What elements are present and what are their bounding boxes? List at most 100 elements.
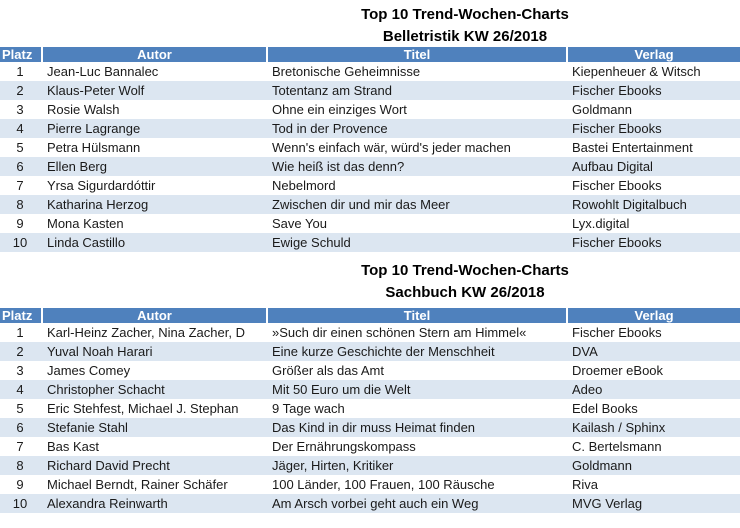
cell-verlag: MVG Verlag bbox=[572, 496, 643, 511]
cell-platz: 3 bbox=[16, 363, 24, 378]
cell-platz: 7 bbox=[16, 178, 24, 193]
cell-titel: Nebelmord bbox=[272, 178, 336, 193]
cell-titel: Wie heiß ist das denn? bbox=[272, 159, 405, 174]
cell-autor: Mona Kasten bbox=[47, 216, 124, 231]
cell-verlag: Bastei Entertainment bbox=[572, 140, 693, 155]
cell-autor: Richard David Precht bbox=[47, 458, 170, 473]
cell-verlag: Riva bbox=[572, 477, 599, 492]
cell-titel: Ewige Schuld bbox=[272, 235, 351, 250]
cell-verlag: Fischer Ebooks bbox=[572, 235, 662, 250]
cell-autor: Michael Berndt, Rainer Schäfer bbox=[47, 477, 228, 492]
cell-platz: 6 bbox=[16, 420, 24, 435]
cell-verlag: Fischer Ebooks bbox=[572, 325, 662, 340]
cell-titel: Am Arsch vorbei geht auch ein Weg bbox=[272, 496, 479, 511]
table-row: 3 Rosie Walsh Ohne ein einziges Wort Goldma… bbox=[0, 100, 740, 119]
cell-platz: 9 bbox=[16, 477, 24, 492]
table-row: 6 Stefanie Stahl Das Kind in dir muss Heim… bbox=[0, 418, 740, 437]
table-row: 4 Pierre Lagrange Tod in der Provence Fisch… bbox=[0, 119, 740, 138]
sachbuch-table: Platz Autor Titel Verlag 1 Karl-Heinz Zac… bbox=[0, 308, 740, 513]
table-header-row: Platz Autor Titel Verlag bbox=[0, 308, 740, 323]
belletristik-table: Platz Autor Titel Verlag 1 Jean-Luc Banna… bbox=[0, 47, 740, 252]
cell-autor: Eric Stehfest, Michael J. Stephan bbox=[47, 401, 239, 416]
cell-autor: Pierre Lagrange bbox=[47, 121, 141, 136]
table-row: 9 Mona Kasten Save You Lyx.digital bbox=[0, 214, 740, 233]
header-titel: Titel bbox=[267, 308, 568, 323]
cell-autor: Stefanie Stahl bbox=[47, 420, 128, 435]
header-titel: Titel bbox=[267, 47, 568, 62]
cell-autor: Karl-Heinz Zacher, Nina Zacher, D bbox=[47, 325, 245, 340]
cell-titel: Der Ernährungskompass bbox=[272, 439, 416, 454]
table-row: 9 Michael Berndt, Rainer Schäfer 100 Lände… bbox=[0, 475, 740, 494]
cell-platz: 8 bbox=[16, 458, 24, 473]
cell-autor: Petra Hülsmann bbox=[47, 140, 141, 155]
cell-titel: Eine kurze Geschichte der Menschheit bbox=[272, 344, 495, 359]
cell-platz: 10 bbox=[12, 496, 28, 511]
cell-verlag: Goldmann bbox=[572, 458, 632, 473]
cell-platz: 2 bbox=[16, 344, 24, 359]
cell-autor: Katharina Herzog bbox=[47, 197, 149, 212]
cell-autor: Bas Kast bbox=[47, 439, 100, 454]
cell-platz: 1 bbox=[16, 64, 24, 79]
chart-title-line2: Belletristik KW 26/2018 bbox=[382, 28, 548, 45]
cell-titel: Ohne ein einziges Wort bbox=[272, 102, 407, 117]
cell-verlag: Rowohlt Digitalbuch bbox=[572, 197, 687, 212]
cell-platz: 1 bbox=[16, 325, 24, 340]
header-autor: Autor bbox=[42, 47, 268, 62]
cell-autor: Linda Castillo bbox=[47, 235, 126, 250]
table-row: 6 Ellen Berg Wie heiß ist das denn? Aufbau … bbox=[0, 157, 740, 176]
cell-platz: 5 bbox=[16, 401, 24, 416]
table-row: 7 Yrsa Sigurdardóttir Nebelmord Fischer Ebo… bbox=[0, 176, 740, 195]
table-row: 2 Klaus-Peter Wolf Totentanz am Strand Fisc… bbox=[0, 81, 740, 100]
table-row: 4 Christopher Schacht Mit 50 Euro um die W… bbox=[0, 380, 740, 399]
table-row: 10 Linda Castillo Ewige Schuld Fischer Eboo… bbox=[0, 233, 740, 252]
header-verlag: Verlag bbox=[567, 47, 740, 62]
cell-titel: Mit 50 Euro um die Welt bbox=[272, 382, 411, 397]
belletristik-title: Top 10 Trend-Wochen-Charts Belletristik … bbox=[190, 4, 740, 48]
cell-titel: 100 Länder, 100 Frauen, 100 Räusche bbox=[272, 477, 495, 492]
cell-titel: Jäger, Hirten, Kritiker bbox=[272, 458, 394, 473]
table-row: 10 Alexandra Reinwarth Am Arsch vorbei geh… bbox=[0, 494, 740, 513]
table-row: 3 James Comey Größer als das Amt Droemer eB… bbox=[0, 361, 740, 380]
header-platz: Platz bbox=[0, 47, 43, 62]
cell-verlag: Aufbau Digital bbox=[572, 159, 653, 174]
cell-autor: Christopher Schacht bbox=[47, 382, 165, 397]
cell-verlag: Fischer Ebooks bbox=[572, 121, 662, 136]
cell-autor: Ellen Berg bbox=[47, 159, 107, 174]
cell-titel: »Such dir einen schönen Stern am Himmel« bbox=[272, 325, 527, 340]
header-verlag: Verlag bbox=[567, 308, 740, 323]
table-row: 8 Katharina Herzog Zwischen dir und mir da… bbox=[0, 195, 740, 214]
table-row: 7 Bas Kast Der Ernährungskompass C. Bertels… bbox=[0, 437, 740, 456]
cell-platz: 8 bbox=[16, 197, 24, 212]
cell-titel: Größer als das Amt bbox=[272, 363, 384, 378]
cell-verlag: Edel Books bbox=[572, 401, 638, 416]
cell-titel: Save You bbox=[272, 216, 327, 231]
table-row: 1 Jean-Luc Bannalec Bretonische Geheimniss… bbox=[0, 62, 740, 81]
table-row: 2 Yuval Noah Harari Eine kurze Geschichte … bbox=[0, 342, 740, 361]
cell-platz: 9 bbox=[16, 216, 24, 231]
sachbuch-title: Top 10 Trend-Wochen-Charts Sachbuch KW 2… bbox=[190, 260, 740, 304]
chart-title-line2: Sachbuch KW 26/2018 bbox=[385, 284, 545, 301]
cell-platz: 10 bbox=[12, 235, 28, 250]
header-platz: Platz bbox=[0, 308, 43, 323]
cell-titel: Wenn's einfach wär, würd's jeder machen bbox=[272, 140, 511, 155]
header-autor: Autor bbox=[42, 308, 268, 323]
cell-autor: Jean-Luc Bannalec bbox=[47, 64, 159, 79]
cell-verlag: Droemer eBook bbox=[572, 363, 664, 378]
cell-autor: James Comey bbox=[47, 363, 131, 378]
cell-titel: 9 Tage wach bbox=[272, 401, 345, 416]
table-row: 5 Petra Hülsmann Wenn's einfach wär, würd'… bbox=[0, 138, 740, 157]
chart-title-line1: Top 10 Trend-Wochen-Charts bbox=[361, 6, 569, 23]
table-row: 8 Richard David Precht Jäger, Hirten, Krit… bbox=[0, 456, 740, 475]
cell-verlag: Fischer Ebooks bbox=[572, 83, 662, 98]
cell-titel: Das Kind in dir muss Heimat finden bbox=[272, 420, 476, 435]
cell-platz: 7 bbox=[16, 439, 24, 454]
cell-verlag: Goldmann bbox=[572, 102, 632, 117]
cell-verlag: Kailash / Sphinx bbox=[572, 420, 666, 435]
table-row: 1 Karl-Heinz Zacher, Nina Zacher, D »Such … bbox=[0, 323, 740, 342]
cell-verlag: Fischer Ebooks bbox=[572, 178, 662, 193]
cell-titel: Bretonische Geheimnisse bbox=[272, 64, 421, 79]
cell-verlag: C. Bertelsmann bbox=[572, 439, 662, 454]
cell-autor: Klaus-Peter Wolf bbox=[47, 83, 145, 98]
cell-verlag: Lyx.digital bbox=[572, 216, 630, 231]
cell-platz: 5 bbox=[16, 140, 24, 155]
